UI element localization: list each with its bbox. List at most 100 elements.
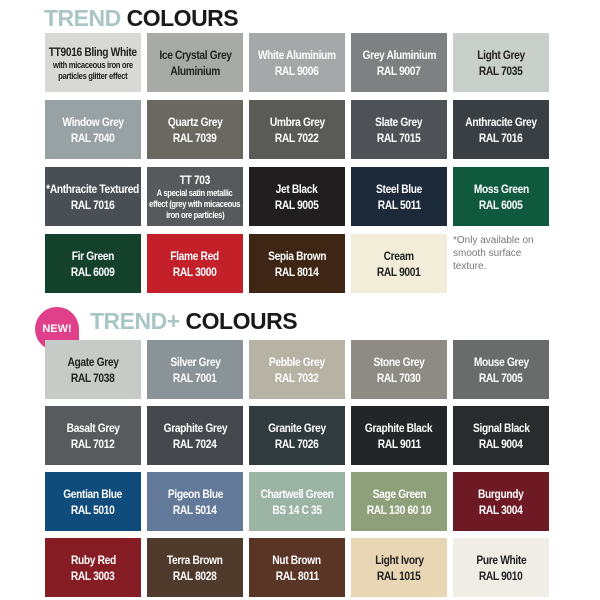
swatch-name: Grey Aluminium — [362, 47, 436, 62]
colour-swatch: Granite Grey RAL 7026 — [249, 406, 345, 465]
heading-part: TREND+ — [90, 308, 180, 334]
swatch-code: RAL 130 60 10 — [366, 502, 432, 517]
swatch-code: RAL 7024 — [173, 436, 217, 451]
swatch-name: Nut Brown — [272, 552, 322, 567]
trend-colours-heading: TREND COLOURS — [44, 5, 239, 32]
swatch-name: Sepia Brown — [267, 248, 327, 263]
colour-swatch: Nut Brown RAL 8011 — [249, 538, 345, 597]
swatch-description: effect (grey with micaceous — [149, 199, 241, 209]
swatch-name: Silver Grey — [169, 354, 221, 369]
swatch-code: RAL 3004 — [479, 502, 523, 517]
swatch-name: Jet Black — [276, 181, 318, 196]
trend-plus-colours-heading: TREND+ COLOURS — [90, 308, 298, 335]
swatch-name: *Anthracite Textured — [46, 181, 140, 196]
swatch-name: Ruby Red — [70, 552, 116, 567]
colour-swatch: Pure White RAL 9010 — [453, 538, 549, 597]
swatch-code: RAL 7035 — [479, 63, 523, 78]
swatch-code: RAL 7040 — [71, 130, 115, 145]
swatch-name: Burgundy — [478, 486, 524, 501]
swatch-name: Ice Crystal Grey — [158, 47, 232, 62]
colour-swatch: Quartz Grey RAL 7039 — [147, 100, 243, 159]
colour-swatch: Sepia Brown RAL 8014 — [249, 234, 345, 293]
swatch-code: RAL 9011 — [377, 436, 421, 451]
swatch-code: RAL 5011 — [377, 197, 421, 212]
swatch-code: RAL 3003 — [71, 568, 115, 583]
swatch-name: Chartwell Green — [260, 486, 334, 501]
colour-swatch: Gentian Blue RAL 5010 — [45, 472, 141, 531]
colour-swatch: Pebble Grey RAL 7032 — [249, 340, 345, 399]
heading-part: COLOURS — [185, 308, 298, 334]
swatch-code: RAL 7032 — [275, 370, 319, 385]
swatch-name: Signal Black — [472, 420, 530, 435]
swatch-code: RAL 7030 — [377, 370, 421, 385]
swatch-code: RAL 8011 — [275, 568, 319, 583]
swatch-name: Sage Green — [372, 486, 426, 501]
colour-swatch: Agate Grey RAL 7038 — [45, 340, 141, 399]
swatch-name: Moss Green — [473, 181, 529, 196]
trend-colours-grid: TT9016 Bling White with micaceous iron or… — [45, 33, 549, 293]
swatch-name: Light Ivory — [374, 552, 424, 567]
colour-swatch: Ice Crystal Grey Aluminium — [147, 33, 243, 92]
swatch-code: RAL 9005 — [275, 197, 319, 212]
swatch-description: with micaceous iron ore — [53, 59, 133, 70]
swatch-code: RAL 7005 — [479, 370, 523, 385]
footnote: *Only available on smooth surface textur… — [453, 235, 534, 272]
colour-swatch: White Aluminium RAL 9006 — [249, 33, 345, 92]
swatch-code: RAL 7038 — [71, 370, 115, 385]
colour-swatch: Ruby Red RAL 3003 — [45, 538, 141, 597]
swatch-name: Mouse Grey — [473, 354, 529, 369]
swatch-name: TT 703 — [179, 173, 211, 187]
swatch-description: A special satin metallic — [157, 188, 233, 198]
swatch-name: Fir Green — [71, 248, 115, 263]
swatch-code: RAL 9001 — [377, 264, 421, 279]
colour-swatch: Graphite Black RAL 9011 — [351, 406, 447, 465]
swatch-code: RAL 5014 — [173, 502, 217, 517]
colour-swatch: Graphite Grey RAL 7024 — [147, 406, 243, 465]
swatch-description: particles glitter effect — [58, 70, 128, 81]
colour-swatch: Burgundy RAL 3004 — [453, 472, 549, 531]
swatch-name: Slate Grey — [375, 114, 423, 129]
colour-swatch: Fir Green RAL 6009 — [45, 234, 141, 293]
swatch-code: RAL 7039 — [173, 130, 217, 145]
colour-swatch: Pigeon Blue RAL 5014 — [147, 472, 243, 531]
swatch-name: TT9016 Bling White — [49, 44, 137, 59]
colour-swatch: Cream RAL 9001 — [351, 234, 447, 293]
swatch-name: Light Grey — [477, 47, 525, 62]
swatch-code: RAL 9006 — [275, 63, 319, 78]
swatch-name: Agate Grey — [67, 354, 119, 369]
swatch-name: Graphite Black — [365, 420, 433, 435]
swatch-code: RAL 9010 — [479, 568, 523, 583]
swatch-code: RAL 7026 — [275, 436, 319, 451]
colour-swatch: Stone Grey RAL 7030 — [351, 340, 447, 399]
swatch-name: Anthracite Grey — [465, 114, 537, 129]
swatch-code: RAL 7016 — [479, 130, 523, 145]
colour-swatch: Chartwell Green BS 14 C 35 — [249, 472, 345, 531]
swatch-name: Stone Grey — [373, 354, 425, 369]
swatch-code: RAL 9004 — [479, 436, 523, 451]
swatch-code: RAL 8028 — [173, 568, 217, 583]
colour-swatch: Signal Black RAL 9004 — [453, 406, 549, 465]
swatch-name: Flame Red — [170, 248, 220, 263]
colour-swatch: Mouse Grey RAL 7005 — [453, 340, 549, 399]
swatch-name: Terra Brown — [167, 552, 223, 567]
colour-swatch: Flame Red RAL 3000 — [147, 234, 243, 293]
swatch-name: Pigeon Blue — [167, 486, 223, 501]
colour-swatch: Light Ivory RAL 1015 — [351, 538, 447, 597]
swatch-code: RAL 7022 — [275, 130, 319, 145]
colour-swatch: *Anthracite Textured RAL 7016 — [45, 167, 141, 226]
swatch-name: White Aluminium — [258, 47, 336, 62]
swatch-name: Cream — [383, 248, 415, 263]
colour-swatch: Grey Aluminium RAL 9007 — [351, 33, 447, 92]
colour-swatch: Anthracite Grey RAL 7016 — [453, 100, 549, 159]
swatch-code: Aluminium — [170, 63, 220, 78]
swatch-code: RAL 3000 — [173, 264, 217, 279]
colour-swatch: TT 703 A special satin metallic effect (gr… — [147, 167, 243, 226]
swatch-name: Umbra Grey — [269, 114, 325, 129]
colour-swatch: Umbra Grey RAL 7022 — [249, 100, 345, 159]
swatch-code: RAL 6009 — [71, 264, 115, 279]
swatch-name: Pebble Grey — [269, 354, 325, 369]
colour-swatch: Sage Green RAL 130 60 10 — [351, 472, 447, 531]
swatch-code: RAL 8014 — [275, 264, 319, 279]
colour-swatch: Moss Green RAL 6005 — [453, 167, 549, 226]
colour-swatch: Silver Grey RAL 7001 — [147, 340, 243, 399]
